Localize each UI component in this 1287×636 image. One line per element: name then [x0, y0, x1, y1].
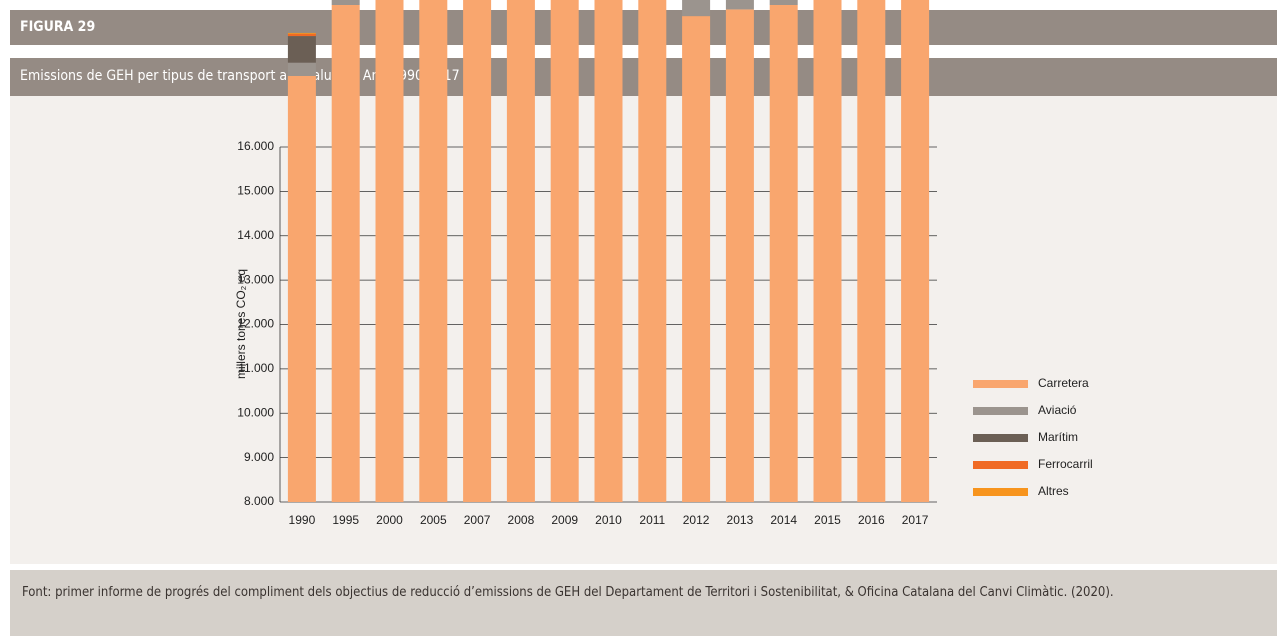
x-tick-label: 1990 — [289, 513, 316, 527]
legend-label: Carretera — [1038, 376, 1089, 390]
x-tick-label: 2010 — [595, 513, 622, 527]
x-tick-label: 2008 — [508, 513, 535, 527]
x-tick-label: 2007 — [464, 513, 491, 527]
bar-segment — [857, 0, 886, 502]
bar-segment — [463, 0, 492, 502]
bar-segment — [682, 16, 711, 502]
x-tick-label: 2009 — [551, 513, 578, 527]
x-tick-label: 2017 — [902, 513, 929, 527]
x-tick-label: 1995 — [332, 513, 359, 527]
legend-label: Aviació — [1038, 403, 1077, 417]
bar-segment — [769, 0, 798, 5]
y-tick-label: 8.000 — [244, 494, 274, 508]
bar-segment — [331, 0, 360, 5]
bar-segment — [550, 0, 579, 502]
bar-segment — [287, 62, 316, 76]
bar-segment — [638, 0, 667, 502]
bar-segment — [287, 32, 316, 34]
bar-segment — [375, 0, 404, 502]
x-tick-label: 2012 — [683, 513, 710, 527]
legend-swatch — [973, 461, 1028, 469]
bar-segment — [725, 9, 754, 502]
x-tick-label: 2014 — [770, 513, 797, 527]
bar-segment — [287, 36, 316, 63]
legend-label: Ferrocarril — [1038, 457, 1093, 471]
bar-segment — [287, 76, 316, 502]
y-axis-label: millers tones CO₂ eq — [234, 269, 248, 379]
y-tick-label: 9.000 — [244, 450, 274, 464]
y-tick-label: 13.000 — [237, 272, 274, 286]
bar-segment — [331, 5, 360, 502]
x-tick-label: 2013 — [727, 513, 754, 527]
legend-label: Marítim — [1038, 430, 1078, 444]
bar-segment — [901, 0, 930, 502]
bar-segment — [287, 33, 316, 37]
legend-swatch — [973, 434, 1028, 442]
y-tick-label: 14.000 — [237, 228, 274, 242]
bar-segment — [506, 0, 535, 502]
y-tick-label: 10.000 — [237, 405, 274, 419]
bar-segment — [725, 0, 754, 10]
bar-segment — [594, 0, 623, 502]
bar-segment — [682, 0, 711, 17]
y-tick-label: 11.000 — [238, 361, 274, 375]
legend-swatch — [973, 407, 1028, 415]
x-tick-label: 2016 — [858, 513, 885, 527]
source-note: Font: primer informe de progrés del comp… — [10, 570, 1277, 636]
bar-segment — [419, 0, 448, 502]
x-tick-label: 2015 — [814, 513, 841, 527]
legend-swatch — [973, 380, 1028, 388]
y-tick-label: 16.000 — [237, 139, 274, 153]
x-tick-label: 2011 — [639, 513, 665, 527]
bar-segment — [769, 5, 798, 502]
x-tick-label: 2005 — [420, 513, 447, 527]
legend-swatch — [973, 488, 1028, 496]
bar-segment — [813, 0, 842, 502]
y-tick-label: 12.000 — [237, 317, 274, 331]
x-tick-label: 2000 — [376, 513, 403, 527]
y-tick-label: 15.000 — [237, 184, 274, 198]
legend-label: Altres — [1038, 484, 1069, 498]
